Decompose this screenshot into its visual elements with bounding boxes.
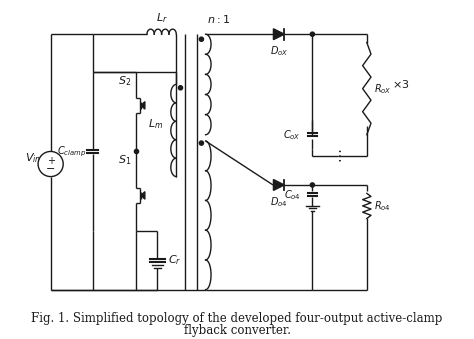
- Circle shape: [199, 141, 203, 145]
- Text: $C_{o4}$: $C_{o4}$: [284, 188, 301, 202]
- Text: −: −: [46, 164, 55, 174]
- Text: +: +: [46, 156, 55, 166]
- Circle shape: [310, 32, 314, 36]
- Circle shape: [135, 149, 138, 154]
- Text: $L_r$: $L_r$: [156, 11, 167, 25]
- Polygon shape: [273, 180, 284, 191]
- Circle shape: [310, 183, 314, 187]
- Text: Fig. 1. Simplified topology of the developed four-output active-clamp: Fig. 1. Simplified topology of the devel…: [31, 312, 443, 325]
- Text: $R_{oX}$: $R_{oX}$: [374, 82, 392, 96]
- Circle shape: [199, 37, 203, 41]
- Polygon shape: [273, 29, 284, 40]
- Circle shape: [178, 86, 182, 90]
- Text: $n:1$: $n:1$: [207, 13, 230, 25]
- Text: $S_2$: $S_2$: [118, 74, 131, 88]
- Text: flyback converter.: flyback converter.: [183, 324, 291, 337]
- Text: $R_{o4}$: $R_{o4}$: [374, 199, 391, 213]
- Text: $\times3$: $\times3$: [392, 78, 410, 91]
- Text: $L_m$: $L_m$: [148, 117, 163, 131]
- Text: $D_{o4}$: $D_{o4}$: [270, 195, 288, 209]
- Polygon shape: [141, 192, 145, 199]
- Text: $\cdots$: $\cdots$: [333, 148, 346, 163]
- Text: $C_{clamp}$: $C_{clamp}$: [57, 144, 86, 159]
- Text: $C_{oX}$: $C_{oX}$: [283, 128, 301, 142]
- Polygon shape: [141, 102, 145, 109]
- Text: $V_{in}$: $V_{in}$: [25, 151, 41, 165]
- Text: $S_1$: $S_1$: [118, 154, 131, 167]
- Text: $D_{oX}$: $D_{oX}$: [270, 45, 288, 58]
- Text: $C_r$: $C_r$: [168, 254, 181, 267]
